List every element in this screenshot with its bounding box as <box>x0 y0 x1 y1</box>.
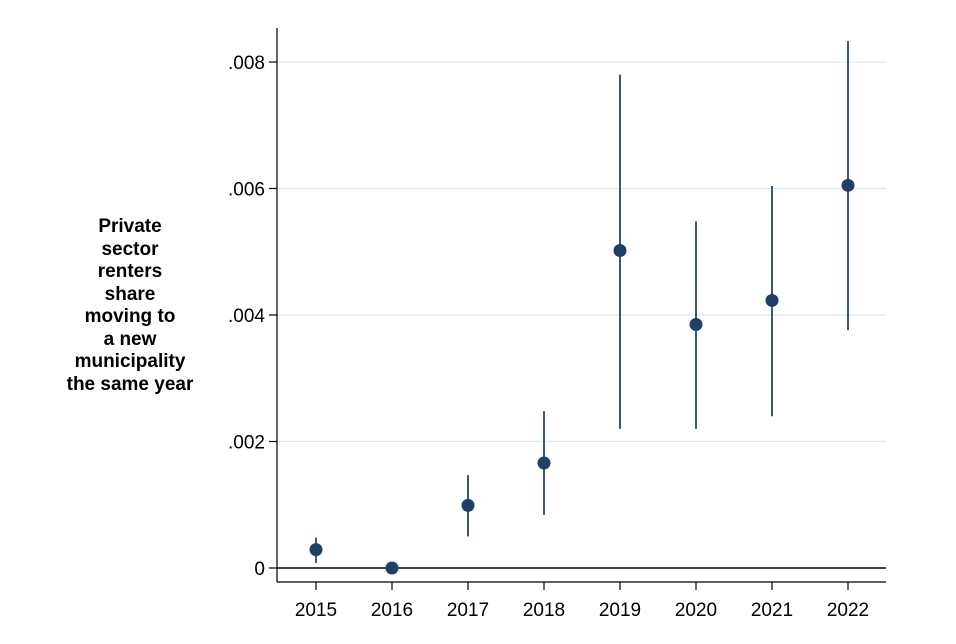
x-tick-label: 2020 <box>675 600 717 621</box>
y-tick-label: .002 <box>228 433 265 454</box>
data-point <box>537 456 551 470</box>
y-tick-label: .004 <box>228 306 265 327</box>
data-point <box>689 317 703 331</box>
grid-layer <box>277 61 886 443</box>
x-tick-label: 2022 <box>827 600 869 621</box>
data-point <box>309 543 323 557</box>
data-point <box>765 293 779 307</box>
y-axis-label-line: the same year <box>66 373 194 395</box>
y-axis-label-line: moving to <box>84 306 176 327</box>
y-tick-label: 0 <box>254 559 265 580</box>
y-axis-label-line: municipality <box>74 351 186 372</box>
y-axis-label-line: share <box>104 283 156 305</box>
x-tick-label: 2016 <box>371 600 413 621</box>
y-axis-label-line: renters <box>97 261 163 282</box>
x-tick-label: 2019 <box>599 600 641 621</box>
y-axis-label-line: sector <box>101 238 159 260</box>
data-point <box>613 243 627 257</box>
x-tick-label: 2015 <box>295 600 337 621</box>
data-point <box>461 498 475 512</box>
x-tick-label: 2021 <box>751 600 793 621</box>
y-tick-label: .008 <box>228 53 265 74</box>
y-axis-label-line: a new <box>103 328 157 350</box>
data-point <box>841 178 855 192</box>
y-tick-label: .006 <box>228 180 265 201</box>
axis-layer: 0 .002 .004 .006 .008 2015 2016 2017 2018 2019 202… <box>228 28 886 621</box>
y-axis-label-line: Private <box>98 216 162 237</box>
y-axis-label: Private sector renters share moving to a… <box>40 216 220 396</box>
data-point <box>385 561 399 575</box>
x-tick-label: 2018 <box>523 600 565 621</box>
point-layer <box>309 178 855 575</box>
x-tick-label: 2017 <box>447 600 489 621</box>
